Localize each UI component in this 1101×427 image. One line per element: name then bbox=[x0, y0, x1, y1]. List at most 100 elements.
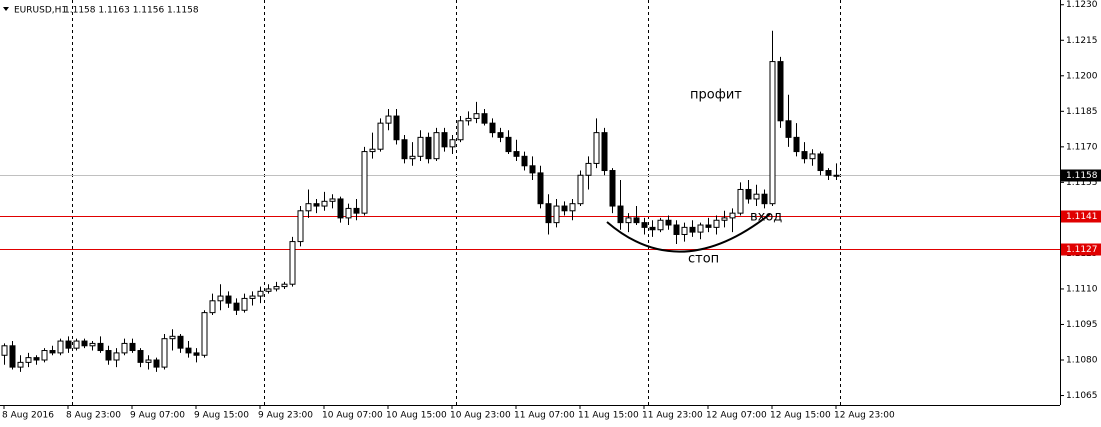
candle-body bbox=[777, 61, 784, 122]
candle-body bbox=[617, 205, 624, 224]
candle-body bbox=[345, 207, 352, 219]
candle-body bbox=[713, 219, 720, 228]
candle-body bbox=[273, 286, 280, 290]
x-tick-label: 10 Aug 23:00 bbox=[450, 411, 511, 421]
candle-body bbox=[281, 283, 288, 288]
x-tick-label: 12 Aug 07:00 bbox=[706, 411, 767, 421]
x-tick-label: 11 Aug 15:00 bbox=[578, 411, 639, 421]
candle-body bbox=[209, 300, 216, 314]
header-arrow bbox=[3, 7, 9, 11]
candle-body bbox=[1, 345, 8, 356]
candle-body bbox=[25, 357, 32, 363]
candle-body bbox=[361, 151, 368, 214]
x-tick-label: 11 Aug 07:00 bbox=[514, 411, 575, 421]
candle-body bbox=[521, 155, 528, 167]
candle-body bbox=[753, 193, 760, 200]
candle-body bbox=[697, 224, 704, 233]
candle-body bbox=[177, 335, 184, 349]
y-tick-label: 1.1110 bbox=[1066, 284, 1098, 294]
candle-body bbox=[377, 122, 384, 150]
candle-body bbox=[481, 113, 488, 124]
candle-body bbox=[545, 203, 552, 224]
candle-body bbox=[257, 290, 264, 297]
x-tick-label: 11 Aug 23:00 bbox=[642, 411, 703, 421]
candle-body bbox=[793, 136, 800, 153]
candle-body bbox=[393, 115, 400, 141]
candle-body bbox=[433, 132, 440, 160]
candle-body bbox=[297, 210, 304, 243]
y-tick-label: 1.1080 bbox=[1066, 356, 1098, 366]
annotation: стоп bbox=[688, 252, 719, 267]
candle-body bbox=[809, 153, 816, 160]
symbol: EURUSD,H1 bbox=[14, 6, 67, 16]
candle-body bbox=[89, 342, 96, 347]
x-tick-label: 10 Aug 15:00 bbox=[386, 411, 447, 421]
candle-body bbox=[721, 217, 728, 221]
x-tick-label: 9 Aug 15:00 bbox=[194, 411, 249, 421]
candle-body bbox=[201, 312, 208, 356]
candle-body bbox=[185, 347, 192, 354]
price-label-box bbox=[1061, 243, 1101, 256]
candle-body bbox=[249, 295, 256, 299]
candle-body bbox=[145, 359, 152, 363]
candle-body bbox=[121, 342, 128, 354]
candle-body bbox=[601, 132, 608, 172]
candle-body bbox=[825, 170, 832, 176]
candle-body bbox=[737, 188, 744, 214]
candle-body bbox=[705, 224, 712, 228]
candle-body bbox=[9, 345, 16, 368]
candle-body bbox=[585, 162, 592, 176]
y-tick-label: 1.1065 bbox=[1066, 391, 1098, 401]
candle-body bbox=[561, 205, 568, 212]
candle-body bbox=[113, 352, 120, 361]
price-label: 1.1127 bbox=[1066, 245, 1098, 255]
candle-body bbox=[537, 172, 544, 205]
annotation: профит bbox=[690, 88, 742, 103]
price-label: 1.1141 bbox=[1066, 212, 1098, 222]
candle-body bbox=[577, 174, 584, 205]
candle-body bbox=[33, 357, 40, 361]
candle-body bbox=[81, 340, 88, 347]
candle-body bbox=[785, 120, 792, 138]
candle-body bbox=[593, 132, 600, 164]
candle-body bbox=[833, 174, 840, 177]
candle-body bbox=[801, 151, 808, 160]
candle-body bbox=[569, 203, 576, 212]
y-tick-label: 1.1095 bbox=[1066, 320, 1098, 330]
candle-body bbox=[609, 170, 616, 207]
y-tick-label: 1.1230 bbox=[1066, 0, 1098, 10]
candle-body bbox=[633, 217, 640, 224]
candle-body bbox=[225, 295, 232, 304]
candle-body bbox=[169, 335, 176, 340]
candle-body bbox=[513, 151, 520, 157]
x-tick-label: 9 Aug 23:00 bbox=[258, 411, 313, 421]
candle-body bbox=[817, 153, 824, 172]
candle-body bbox=[473, 113, 480, 119]
candle-body bbox=[233, 302, 240, 311]
candle-body bbox=[497, 132, 504, 138]
price-label-box bbox=[1061, 169, 1101, 182]
x-tick-label: 10 Aug 07:00 bbox=[322, 411, 383, 421]
candle-body bbox=[641, 222, 648, 228]
candle-body bbox=[65, 340, 72, 349]
candle-body bbox=[465, 117, 472, 122]
candle-body bbox=[553, 205, 560, 224]
header-ohlc: 1.1158 1.1163 1.1156 1.1158 bbox=[64, 6, 199, 16]
candle-body bbox=[489, 122, 496, 134]
x-tick-label: 12 Aug 23:00 bbox=[834, 411, 895, 421]
candle-body bbox=[329, 198, 336, 202]
candle-body bbox=[153, 359, 160, 368]
y-tick-label: 1.1170 bbox=[1066, 142, 1098, 152]
candle-body bbox=[665, 219, 672, 226]
candle-body bbox=[417, 136, 424, 157]
candle-body bbox=[353, 207, 360, 214]
candle-body bbox=[73, 340, 80, 349]
candle-body bbox=[17, 361, 24, 368]
candle-body bbox=[49, 350, 56, 354]
candle-body bbox=[289, 241, 296, 285]
candle-body bbox=[321, 200, 328, 207]
y-tick-label: 1.1215 bbox=[1066, 36, 1098, 46]
candle-body bbox=[137, 350, 144, 363]
x-tick-label: 8 Aug 2016 bbox=[2, 411, 54, 421]
